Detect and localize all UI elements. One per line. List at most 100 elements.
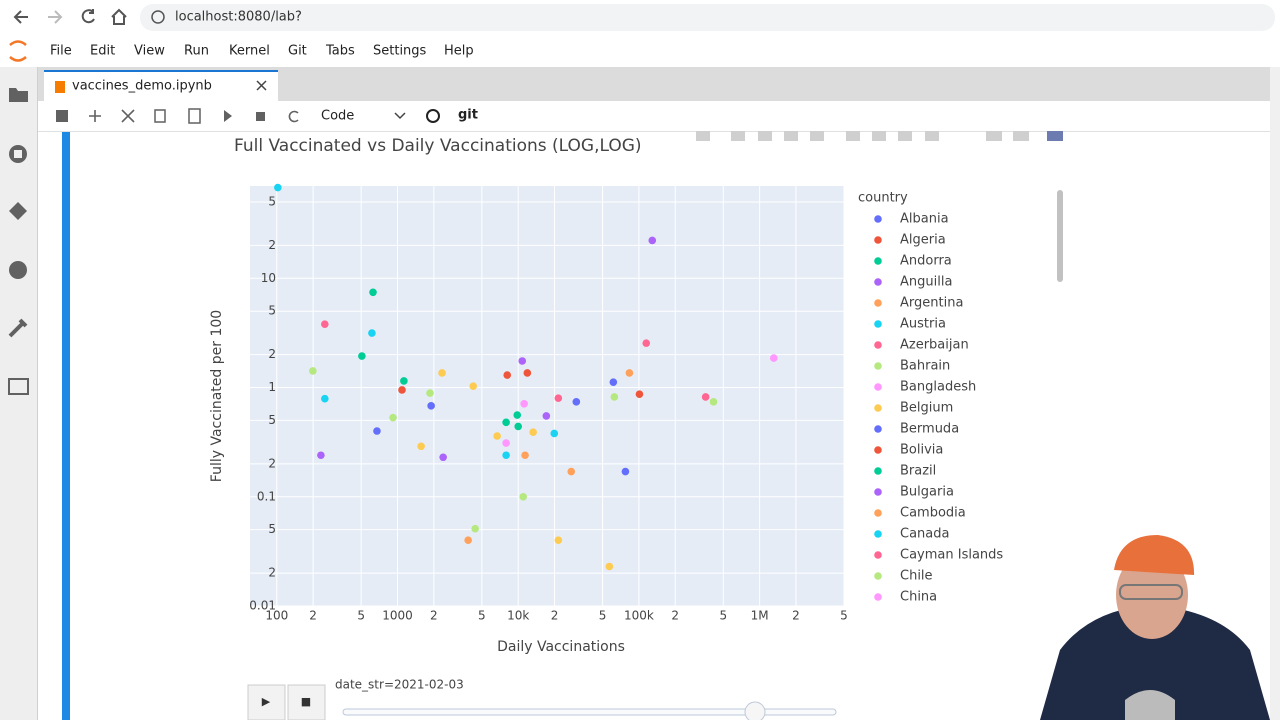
legend-marker xyxy=(874,257,882,265)
legend-label: Azerbaijan xyxy=(900,338,969,353)
legend-marker xyxy=(874,488,882,496)
scatter-point xyxy=(514,422,523,431)
file-browser-icon[interactable] xyxy=(9,88,28,102)
stop-glyph: ■ xyxy=(301,695,311,708)
cut-button[interactable] xyxy=(121,109,135,123)
play-button[interactable] xyxy=(247,684,286,720)
stop-button[interactable] xyxy=(256,112,265,121)
page-scrollbar xyxy=(1270,67,1280,720)
legend-label: Bolivia xyxy=(900,443,943,458)
scatter-point xyxy=(439,453,447,462)
scatter-point xyxy=(317,451,325,460)
menu-bar xyxy=(0,34,1280,67)
menu-item[interactable]: Run xyxy=(184,44,209,59)
scatter-point xyxy=(389,413,397,422)
scatter-point xyxy=(358,352,366,360)
scatter-point xyxy=(469,382,478,390)
address-bar[interactable] xyxy=(140,4,1275,31)
legend-label: Albania xyxy=(900,212,949,227)
palette-icon[interactable] xyxy=(9,261,27,279)
dropdown-arrow xyxy=(394,112,406,120)
legend-marker xyxy=(874,572,882,580)
slider-handle[interactable] xyxy=(744,701,766,720)
stop-button[interactable] xyxy=(287,684,326,720)
scatter-point xyxy=(709,398,718,406)
legend-label: Bangladesh xyxy=(900,380,976,395)
paste-button[interactable] xyxy=(188,108,201,124)
legend-scrollbar[interactable] xyxy=(1057,190,1063,282)
legend-marker xyxy=(874,551,882,559)
menu-item[interactable]: Settings xyxy=(373,44,427,59)
x-tick-label: 2 xyxy=(309,609,317,623)
legend-marker xyxy=(874,467,882,475)
y-tick-label: 5 xyxy=(268,194,276,208)
scatter-point xyxy=(274,183,282,192)
menu-item[interactable]: File xyxy=(50,44,72,59)
notebook-tab[interactable] xyxy=(44,70,278,101)
cell-type-dropdown[interactable]: Code xyxy=(321,109,354,124)
x-tick-label: 10k xyxy=(507,609,529,623)
reload-button[interactable] xyxy=(81,9,95,24)
scatter-point xyxy=(554,394,563,402)
legend-marker xyxy=(874,404,882,412)
scatter-point xyxy=(625,369,634,377)
y-tick-label: 2 xyxy=(268,238,276,252)
forward-button[interactable] xyxy=(48,10,63,24)
notebook-icon xyxy=(55,81,65,93)
legend-marker xyxy=(874,299,882,307)
y-axis-label: Fully Vaccinated per 100 xyxy=(209,310,225,482)
legend-label: Andorra xyxy=(900,254,952,269)
tab-close[interactable] xyxy=(256,80,267,91)
back-button[interactable] xyxy=(13,10,28,24)
scatter-point xyxy=(635,390,644,398)
legend-label: Anguilla xyxy=(900,275,952,290)
home-button[interactable] xyxy=(111,8,127,25)
scatter-point xyxy=(503,371,512,379)
running-icon-inner xyxy=(14,150,22,158)
scatter-point xyxy=(519,492,527,501)
legend-label: Algeria xyxy=(900,233,946,248)
tabs-icon[interactable] xyxy=(8,378,29,395)
y-tick-label: 2 xyxy=(268,566,276,580)
run-button[interactable] xyxy=(224,110,232,122)
y-tick-label: 0.01 xyxy=(249,599,276,613)
menu-item[interactable]: Help xyxy=(444,44,474,59)
menu-item[interactable]: View xyxy=(134,44,165,59)
copy-button[interactable] xyxy=(154,109,166,123)
insert-button[interactable] xyxy=(89,110,101,122)
legend-label: Argentina xyxy=(900,296,963,311)
legend-label: Bahrain xyxy=(900,359,950,374)
x-tick-label: 5 xyxy=(599,609,607,623)
git-icon[interactable] xyxy=(9,202,27,220)
sidebar-border xyxy=(37,67,38,720)
legend-marker xyxy=(874,362,882,370)
scatter-point xyxy=(368,329,376,337)
menu-item[interactable]: Kernel xyxy=(229,44,270,59)
y-tick-label: 5 xyxy=(268,522,276,536)
slider-track[interactable] xyxy=(342,708,837,716)
scatter-point xyxy=(400,377,408,385)
play-glyph: ▶ xyxy=(262,695,271,708)
save-button[interactable] xyxy=(56,110,68,122)
scatter-point xyxy=(502,451,510,460)
legend-marker xyxy=(874,320,882,328)
legend-marker xyxy=(874,341,882,349)
x-tick-label: 2 xyxy=(671,609,679,623)
y-tick-label: 10 xyxy=(261,271,276,285)
legend-marker xyxy=(874,383,882,391)
scatter-point xyxy=(769,354,778,362)
restart-button[interactable] xyxy=(288,110,299,123)
legend-marker xyxy=(874,215,882,223)
menu-item[interactable]: Edit xyxy=(90,44,115,59)
tools-icon[interactable] xyxy=(8,318,28,338)
scatter-point xyxy=(321,320,329,329)
menu-item[interactable]: Tabs xyxy=(325,44,355,59)
git-button[interactable]: git xyxy=(458,108,478,123)
scatter-point xyxy=(471,524,479,533)
x-tick-label: 5 xyxy=(719,609,727,623)
menu-item[interactable]: Git xyxy=(288,44,307,59)
scatter-point xyxy=(520,399,528,408)
scatter-point xyxy=(572,398,581,406)
legend-marker xyxy=(874,446,882,454)
